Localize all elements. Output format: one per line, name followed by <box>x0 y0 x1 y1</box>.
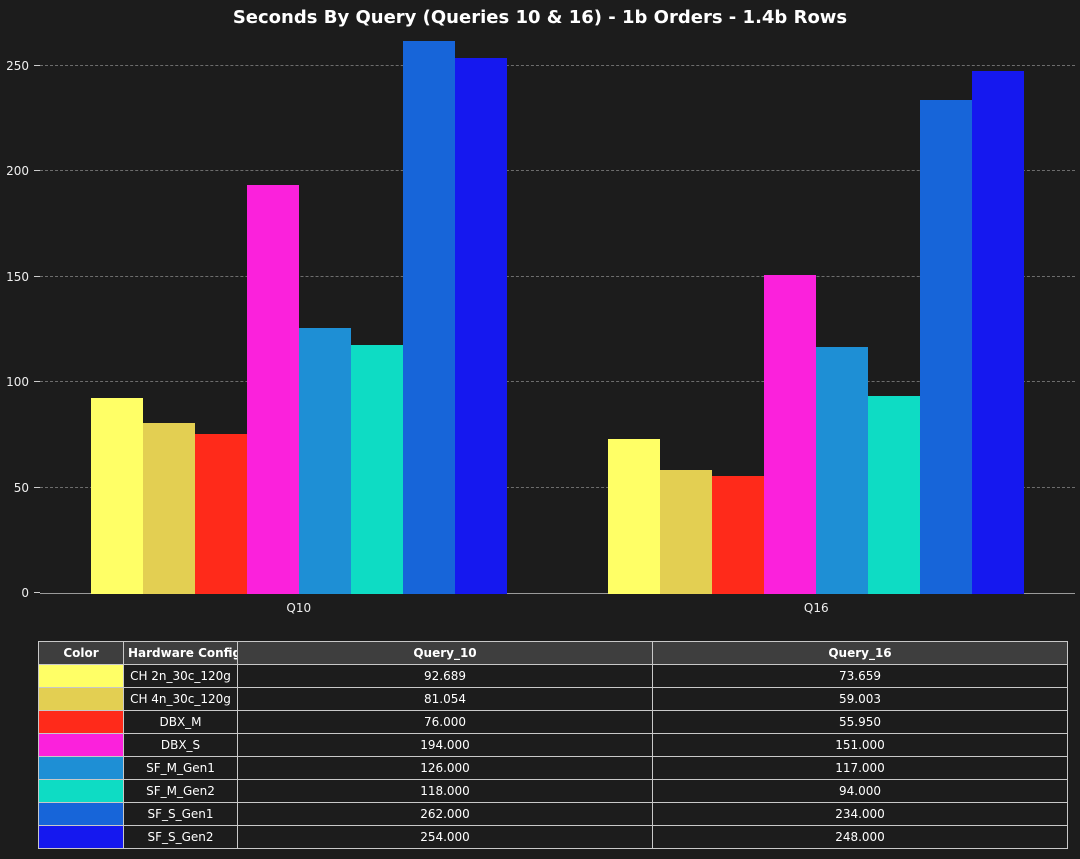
bar-groups <box>40 34 1075 594</box>
hardware-config-cell: SF_M_Gen1 <box>123 756 238 780</box>
query-16-cell: 151.000 <box>652 733 1068 757</box>
bar-Q16-SF_M_Gen2 <box>868 395 921 594</box>
query-16-cell: 117.000 <box>652 756 1068 780</box>
bar-Q16-CH 4n_30c_120g <box>660 469 713 594</box>
bar-Q16-SF_S_Gen1 <box>920 100 973 594</box>
y-tick-label-150: 150 <box>6 269 29 284</box>
y-tick-mark-100 <box>34 381 40 383</box>
y-tick-mark-150 <box>34 275 40 277</box>
query-10-cell: 118.000 <box>237 779 653 803</box>
query-10-cell: 126.000 <box>237 756 653 780</box>
hardware-config-cell: SF_M_Gen2 <box>123 779 238 803</box>
chart-area: 0 50 100 150 200 250 <box>6 34 1075 600</box>
table-header-hardware-config: Hardware Config <box>123 641 238 665</box>
y-tick-mark-250 <box>34 64 40 66</box>
query-10-cell: 262.000 <box>237 802 653 826</box>
bar-Q10-CH 2n_30c_120g <box>90 398 143 594</box>
bar-Q16-SF_M_Gen1 <box>816 347 869 594</box>
query-16-cell: 248.000 <box>652 825 1068 849</box>
query-16-cell: 59.003 <box>652 687 1068 711</box>
gridline-100 <box>40 381 1075 383</box>
gridline-250 <box>40 64 1075 66</box>
hardware-config-cell: DBX_S <box>123 733 238 757</box>
bar-group-Q10 <box>40 34 558 594</box>
color-swatch <box>38 756 124 780</box>
y-tick-label-100: 100 <box>6 375 29 390</box>
query-16-cell: 55.950 <box>652 710 1068 734</box>
query-16-cell: 73.659 <box>652 664 1068 688</box>
bar-Q10-CH 4n_30c_120g <box>142 423 195 594</box>
query-16-cell: 94.000 <box>652 779 1068 803</box>
table-header-query-10: Query_10 <box>237 641 653 665</box>
color-swatch <box>38 779 124 803</box>
bar-Q10-SF_M_Gen1 <box>298 328 351 594</box>
bar-group-Q16 <box>558 34 1076 594</box>
bar-Q16-CH 2n_30c_120g <box>608 438 661 594</box>
table-row-sf-m-gen2: SF_M_Gen2 118.000 94.000 <box>38 779 1068 803</box>
table-header-row: Color Hardware Config Query_10 Query_16 <box>38 641 1068 665</box>
y-tick-label-250: 250 <box>6 58 29 73</box>
x-axis-labels: Q10 Q16 <box>40 594 1075 615</box>
bar-Q10-SF_M_Gen2 <box>350 345 403 594</box>
bar-Q10-SF_S_Gen1 <box>402 41 455 594</box>
hardware-config-cell: SF_S_Gen2 <box>123 825 238 849</box>
gridline-150 <box>40 275 1075 277</box>
query-16-cell: 234.000 <box>652 802 1068 826</box>
x-tick-label-Q16: Q16 <box>803 601 829 615</box>
gridline-200 <box>40 170 1075 172</box>
y-tick-mark-50 <box>34 486 40 488</box>
bar-Q10-DBX_S <box>246 184 299 594</box>
color-swatch <box>38 687 124 711</box>
table-row-sf-s-gen1: SF_S_Gen1 262.000 234.000 <box>38 802 1068 826</box>
table-header-color: Color <box>38 641 124 665</box>
hardware-config-cell: CH 2n_30c_120g <box>123 664 238 688</box>
table-row-dbx-s: DBX_S 194.000 151.000 <box>38 733 1068 757</box>
y-tick-label-200: 200 <box>6 164 29 179</box>
bar-Q10-DBX_M <box>194 433 247 594</box>
bar-Q16-DBX_S <box>764 275 817 594</box>
y-tick-mark-200 <box>34 170 40 172</box>
bar-Q10-SF_S_Gen2 <box>454 58 507 594</box>
table-row-ch-4n-30c-120g: CH 4n_30c_120g 81.054 59.003 <box>38 687 1068 711</box>
color-swatch <box>38 825 124 849</box>
color-swatch <box>38 733 124 757</box>
color-swatch <box>38 802 124 826</box>
query-10-cell: 254.000 <box>237 825 653 849</box>
color-swatch <box>38 710 124 734</box>
table-header-query-16: Query_16 <box>652 641 1068 665</box>
query-10-cell: 81.054 <box>237 687 653 711</box>
color-swatch <box>38 664 124 688</box>
gridline-50 <box>40 486 1075 488</box>
hardware-config-cell: DBX_M <box>123 710 238 734</box>
y-tick-label-0: 0 <box>21 586 29 600</box>
hardware-config-cell: SF_S_Gen1 <box>123 802 238 826</box>
bar-Q16-DBX_M <box>712 475 765 594</box>
bar-Q16-SF_S_Gen2 <box>972 70 1025 594</box>
query-10-cell: 194.000 <box>237 733 653 757</box>
table-row-sf-m-gen1: SF_M_Gen1 126.000 117.000 <box>38 756 1068 780</box>
hardware-config-cell: CH 4n_30c_120g <box>123 687 238 711</box>
query-10-cell: 76.000 <box>237 710 653 734</box>
x-tick-label-Q10: Q10 <box>286 601 312 615</box>
plot-area: 0 50 100 150 200 250 <box>6 34 1075 600</box>
query-10-cell: 92.689 <box>237 664 653 688</box>
y-tick-mark-0 <box>34 592 40 593</box>
y-tick-label-50: 50 <box>13 480 29 495</box>
results-table: Color Hardware Config Query_10 Query_16 CH … <box>38 641 1068 849</box>
table-header-row: Color Hardware Config Query_10 Query_16 <box>38 641 1068 665</box>
table-row-dbx-m: DBX_M 76.000 55.950 <box>38 710 1068 734</box>
table-body: CH 2n_30c_120g 92.689 73.659 CH 4n_30c_120g… <box>38 664 1068 849</box>
table-row-ch-2n-30c-120g: CH 2n_30c_120g 92.689 73.659 <box>38 664 1068 688</box>
table-row-sf-s-gen2: SF_S_Gen2 254.000 248.000 <box>38 825 1068 849</box>
chart-title: Seconds By Query (Queries 10 & 16) - 1b … <box>232 7 848 28</box>
